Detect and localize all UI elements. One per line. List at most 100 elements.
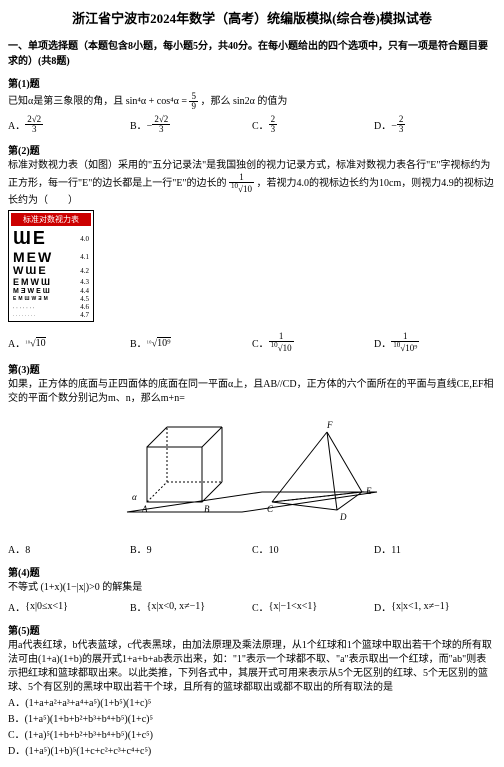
e-glyph-icon: W <box>31 296 36 302</box>
q5-optC: C．(1+a)⁵(1+b+b²+b³+b⁴+b⁵)(1+c⁵) <box>8 729 496 743</box>
svg-text:E: E <box>365 486 372 496</box>
e-glyph-icon: W <box>13 265 23 277</box>
q5-D-val: (1+a⁵)(1+b)⁵(1+c+c²+c³+c⁴+c⁵) <box>25 746 151 757</box>
q2-optC: C． 110√10 <box>252 332 374 353</box>
e-glyph-icon: Ɯ <box>41 277 50 287</box>
q1-optB-den: 3 <box>152 125 170 134</box>
e-glyph-icon: · <box>22 313 23 317</box>
e-glyph-icon: · <box>16 305 17 310</box>
q2-text: 标准对数视力表（如图）采用的"五分记录法"是我国独创的视力记录方式，标准对数视力… <box>8 159 496 208</box>
q5-optB: B．(1+a⁵)(1+b+b²+b³+b⁴+b⁵)(1+c)⁵ <box>8 713 496 727</box>
q1-optC: C． 23 <box>252 115 374 134</box>
q3-optC: C．10 <box>252 541 374 556</box>
q5-B-pre: B． <box>8 714 25 725</box>
eye-chart-value: 4.6 <box>80 303 89 311</box>
eye-chart-row: ········4.7 <box>11 311 91 319</box>
eye-chart-value: 4.4 <box>80 287 89 295</box>
q4-head: 第(4)题 <box>8 564 496 579</box>
e-glyph-icon: · <box>34 313 35 317</box>
e-glyph-icon: · <box>25 313 26 317</box>
eye-chart-value: 4.3 <box>80 278 89 286</box>
q4-optC: C．{x|−1<x<1} <box>252 599 374 614</box>
q1-cond-left: sin⁴α + cos⁴α = <box>126 96 190 107</box>
eye-chart: 标准对数视力表 ƜE4.0MEW4.1WƜE4.2EMWƜ4.3MƎWEƜ4.4… <box>8 210 94 322</box>
e-glyph-icon: E <box>33 228 45 249</box>
q5-head: 第(5)题 <box>8 622 496 637</box>
eye-chart-value: 4.1 <box>80 253 89 261</box>
q1-cond-frac: 5 9 <box>189 92 198 111</box>
eye-chart-row: EMWƜ 4.3 <box>11 277 91 287</box>
e-glyph-icon: · <box>23 305 24 310</box>
q1-text-b: ，那么 <box>200 96 230 107</box>
q1-ask: sin2α <box>233 96 255 107</box>
q4-A-val: {x|0≤x<1} <box>25 601 68 612</box>
q2-ratio-rad: 10 <box>243 184 252 194</box>
q5-B-val: (1+a⁵)(1+b+b²+b³+b⁴+b⁵)(1+c)⁵ <box>25 714 153 725</box>
eye-chart-glyphs: WƜE <box>13 265 46 277</box>
q2-optD-rad: 10⁹ <box>405 343 417 353</box>
q4-optB: B．{x|x<0, x≠−1} <box>130 599 252 614</box>
q4-expr: (1+x)(1−|x|)>0 <box>41 582 100 593</box>
q5-D-pre: D． <box>8 746 25 757</box>
svg-text:A: A <box>141 504 148 514</box>
q2-optA: A． ₁₀√10 <box>8 332 130 353</box>
q1-cond: sin⁴α + cos⁴α = 5 9 <box>126 96 201 107</box>
q4-C-pre: C． <box>252 599 269 614</box>
q3-head: 第(3)题 <box>8 361 496 376</box>
q1-optB: B．− 2√23 <box>130 115 252 134</box>
q4-B-pre: B． <box>130 599 147 614</box>
q2-ratio-idx: 10 <box>231 182 238 190</box>
e-glyph-icon: E <box>36 288 41 295</box>
e-glyph-icon: · <box>31 313 32 317</box>
q2-optD-pre: D． <box>374 335 391 350</box>
svg-text:D: D <box>339 512 347 522</box>
eye-chart-glyphs: EMƜWƎM <box>13 296 48 302</box>
q1-optD-pre: D．− <box>374 117 397 132</box>
e-glyph-icon: · <box>20 305 21 310</box>
q4-optA: A．{x|0≤x<1} <box>8 599 130 614</box>
e-glyph-icon: Ɯ <box>25 265 36 277</box>
q3-optA: A．8 <box>8 541 130 556</box>
q2-optA-rad: 10 <box>36 337 46 349</box>
e-glyph-icon: W <box>31 277 40 287</box>
q3-figure-svg: AB CD EF α <box>122 412 382 532</box>
q5-A-val: (1+a+a²+a³+a⁴+a⁵)(1+b⁵)(1+c)⁵ <box>25 698 151 709</box>
q2-options: A． ₁₀√10 B． ₁₀√10⁹ C． 110√10 D． 110√10⁹ <box>8 332 496 353</box>
eye-chart-title: 标准对数视力表 <box>11 213 91 226</box>
e-glyph-icon: · <box>19 313 20 317</box>
eye-chart-row: ƜE4.0 <box>11 228 91 249</box>
q4-D-pre: D． <box>374 599 391 614</box>
q2-optA-idx: ₁₀ <box>25 336 30 344</box>
q2-optB-rad: 10⁹ <box>157 337 171 349</box>
eye-chart-row: ·······4.6 <box>11 303 91 311</box>
q4-optD: D．{x|x<1, x≠−1} <box>374 599 496 614</box>
q2-optD: D． 110√10⁹ <box>374 332 496 353</box>
e-glyph-icon: Ɯ <box>13 228 31 249</box>
svg-text:C: C <box>267 504 274 514</box>
eye-chart-value: 4.2 <box>80 267 89 275</box>
q3-text: 如果，正方体的底面与正四面体的底面在同一平面α上，且AB//CD，正方体的六个面… <box>8 378 496 406</box>
e-glyph-icon: · <box>33 305 34 310</box>
q1-optC-pre: C． <box>252 117 269 132</box>
q4-options: A．{x|0≤x<1} B．{x|x<0, x≠−1} C．{x|−1<x<1}… <box>8 599 496 614</box>
q4-D-val: {x|x<1, x≠−1} <box>391 601 449 612</box>
eye-chart-row: WƜE 4.2 <box>11 265 91 277</box>
q2-optD-den: 10√10⁹ <box>391 342 419 353</box>
q2-optB: B． ₁₀√10⁹ <box>130 332 252 353</box>
q4-A-pre: A． <box>8 599 25 614</box>
section-1-heading: 一、单项选择题（本题包含8小题，每小题5分，共40分。在每小题给出的四个选项中，… <box>8 37 496 67</box>
e-glyph-icon: M <box>13 249 25 265</box>
e-glyph-icon: · <box>13 313 14 317</box>
q3-optB: B．9 <box>130 541 252 556</box>
q5-optD: D．(1+a⁵)(1+b)⁵(1+c+c²+c³+c⁴+c⁵) <box>8 745 496 759</box>
eye-chart-glyphs: EMWƜ <box>13 277 50 287</box>
q5-C-val: (1+a)⁵(1+b+b²+b³+b⁴+b⁵)(1+c⁵) <box>25 730 153 741</box>
e-glyph-icon: Ǝ <box>21 288 26 295</box>
eye-chart-row: MƎWEƜ4.4 <box>11 287 91 295</box>
e-glyph-icon: E <box>38 265 45 277</box>
svg-text:α: α <box>132 492 137 502</box>
e-glyph-icon: E <box>13 296 16 302</box>
e-glyph-icon: Ɯ <box>25 296 30 302</box>
eye-chart-glyphs: ········ <box>13 313 35 317</box>
eye-chart-row: EMƜWƎM4.5 <box>11 295 91 303</box>
